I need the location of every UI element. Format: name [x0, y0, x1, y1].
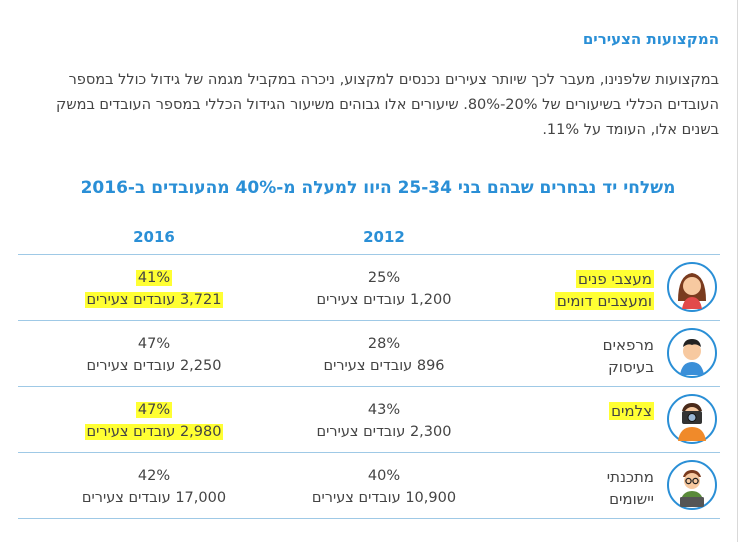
section-heading: המקצועות הצעירים [582, 30, 719, 48]
workers-2016: 3,721 עובדים צעירים [84, 292, 224, 308]
header-2016: 2016 [133, 228, 175, 246]
intro-line: במקצועות שלפנינו, מעבר לכך שיותר צעירים … [68, 72, 719, 88]
profession-line: יישומים [609, 490, 654, 508]
table-row: מרפאים בעיסוק 28% 896 עובדים צעירים 47% … [18, 321, 720, 387]
pct-2016: 41% [135, 270, 173, 286]
profession-name: מרפאים בעיסוק [524, 334, 654, 378]
intro-paragraph: במקצועות שלפנינו, מעבר לכך שיותר צעירים … [4, 68, 719, 143]
workers-2012: 10,900 עובדים צעירים [311, 490, 457, 506]
workers-2012: 896 עובדים צעירים [323, 358, 445, 374]
intro-line: העובדים הכללי בשיעורים של 20%-80%. שיעור… [56, 97, 719, 113]
pct-2012: 28% [367, 336, 401, 352]
table-row: צלמים 43% 2,300 עובדים צעירים 47% 2,980 … [18, 387, 720, 453]
cell-2016: 47% 2,980 עובדים צעירים [39, 399, 269, 443]
photographer-icon [666, 393, 718, 445]
cell-2012: 40% 10,900 עובדים צעירים [269, 465, 499, 509]
header-2012: 2012 [363, 228, 405, 246]
pct-2012: 40% [367, 468, 401, 484]
pct-2016: 47% [135, 402, 173, 418]
table-header-row: 2012 2016 [18, 220, 720, 255]
pct-2016: 42% [137, 468, 171, 484]
profession-line: מתכנתי [606, 468, 654, 486]
pct-2012: 25% [367, 270, 401, 286]
man-therapist-icon [666, 327, 718, 379]
profession-line: ומעצבים דומים [554, 292, 654, 310]
cell-2016: 47% 2,250 עובדים צעירים [39, 333, 269, 377]
profession-line: מרפאים [602, 336, 654, 354]
workers-2012: 1,200 עובדים צעירים [316, 292, 452, 308]
professions-table: 2012 2016 מעצבי פנים ומעצבים דומים 25% 1… [18, 220, 720, 519]
profession-name: צלמים [524, 400, 654, 422]
woman-designer-icon [666, 261, 718, 313]
workers-2016: 17,000 עובדים צעירים [81, 490, 227, 506]
table-row: מתכנתי יישומים 40% 10,900 עובדים צעירים … [18, 453, 720, 519]
cell-2012: 28% 896 עובדים צעירים [269, 333, 499, 377]
profession-line: צלמים [609, 402, 654, 420]
workers-2012: 2,300 עובדים צעירים [316, 424, 452, 440]
profession-line: מעצבי פנים [576, 270, 654, 288]
page-edge-divider [737, 0, 738, 542]
table-title: משלחי יד נבחרים שבהם בני 25-34 היוו למעל… [80, 178, 676, 198]
profession-line: בעיסוק [608, 358, 654, 376]
workers-2016: 2,980 עובדים צעירים [84, 424, 224, 440]
intro-line: בשנים אלו, העומד על 11%. [542, 122, 719, 138]
profession-name: מעצבי פנים ומעצבים דומים [524, 268, 654, 312]
table-row: מעצבי פנים ומעצבים דומים 25% 1,200 עובדי… [18, 255, 720, 321]
workers-2016: 2,250 עובדים צעירים [86, 358, 222, 374]
programmer-icon [666, 459, 718, 511]
cell-2012: 25% 1,200 עובדים צעירים [269, 267, 499, 311]
cell-2016: 42% 17,000 עובדים צעירים [39, 465, 269, 509]
pct-2016: 47% [137, 336, 171, 352]
cell-2012: 43% 2,300 עובדים צעירים [269, 399, 499, 443]
cell-2016: 41% 3,721 עובדים צעירים [39, 267, 269, 311]
profession-name: מתכנתי יישומים [524, 466, 654, 510]
pct-2012: 43% [367, 402, 401, 418]
